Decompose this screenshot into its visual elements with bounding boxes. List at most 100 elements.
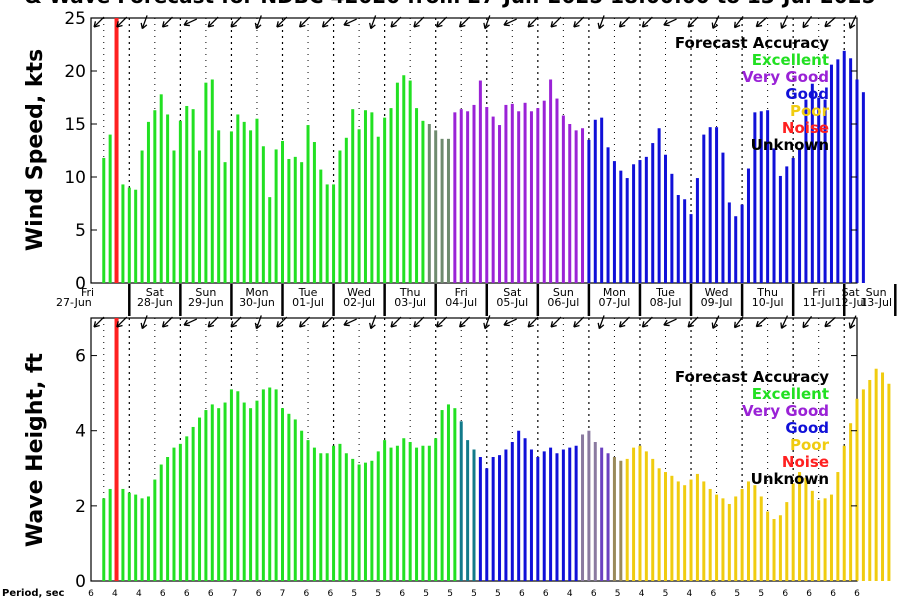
data-bar <box>229 389 233 581</box>
data-bar <box>338 150 342 283</box>
wind-direction-arrow <box>663 318 677 327</box>
data-bar <box>121 184 125 283</box>
wind-direction-arrow <box>390 316 402 328</box>
data-bar <box>178 443 182 581</box>
data-bar <box>549 79 553 283</box>
data-bar <box>887 383 891 581</box>
period-value: 6 <box>519 589 525 599</box>
day-of-week-label: Mon <box>603 286 626 299</box>
period-value: 5 <box>495 589 501 599</box>
period-value: 6 <box>399 589 405 599</box>
wind-direction-arrow <box>733 16 744 29</box>
data-bar <box>383 117 387 283</box>
data-bar <box>440 138 444 283</box>
data-bar <box>568 124 572 283</box>
data-bar <box>632 447 636 581</box>
wind-direction-arrow <box>116 316 128 328</box>
data-bar <box>785 502 789 581</box>
data-bar <box>127 187 131 283</box>
data-bar <box>817 97 821 283</box>
data-bar <box>702 481 706 581</box>
data-bar <box>312 142 316 283</box>
wind-direction-arrow <box>413 316 425 328</box>
wind-direction-arrow <box>161 316 173 328</box>
data-bar <box>778 175 782 283</box>
data-bar <box>778 515 782 581</box>
data-bar <box>664 472 667 581</box>
wind-direction-arrow <box>483 15 491 30</box>
data-bar <box>695 473 699 581</box>
wind-direction-arrow <box>390 16 402 28</box>
data-bar <box>210 79 214 283</box>
data-bar <box>734 496 738 581</box>
data-bar <box>836 59 840 284</box>
data-bar <box>312 447 316 581</box>
data-bar <box>708 127 712 284</box>
wind-direction-arrow <box>780 15 789 29</box>
day-of-week-label: Sat <box>146 286 165 299</box>
data-bar <box>395 445 399 581</box>
period-value: 6 <box>184 589 190 599</box>
wind-direction-arrow <box>641 316 653 328</box>
data-bar <box>715 494 719 581</box>
data-bar <box>638 445 642 581</box>
wind-direction-arrow <box>597 315 605 330</box>
period-value: 6 <box>256 589 262 599</box>
data-bar <box>581 434 585 581</box>
data-bar <box>351 109 355 283</box>
data-bar <box>472 104 476 283</box>
data-bar <box>746 168 750 283</box>
data-bar <box>370 460 374 581</box>
wind-direction-arrow <box>848 315 857 329</box>
data-bar <box>727 503 731 581</box>
data-bar <box>568 447 572 581</box>
legend-item: Unknown <box>751 136 829 154</box>
data-bar <box>644 156 648 283</box>
data-bar <box>198 150 202 283</box>
chart-title: & Wave Forecast for NDBC 42020 from 27-J… <box>24 0 875 8</box>
day-of-week-label: Tue <box>298 286 318 299</box>
wind-direction-arrow <box>183 18 198 27</box>
data-bar <box>395 82 399 283</box>
legend-item: Excellent <box>752 51 829 69</box>
period-value: 5 <box>351 589 357 599</box>
period-value: 5 <box>663 589 669 599</box>
data-bar <box>555 98 559 283</box>
legend-item: Noise <box>782 119 829 137</box>
data-bar <box>823 498 827 581</box>
period-value: 6 <box>160 589 166 599</box>
data-bar <box>108 488 112 581</box>
data-bar <box>517 430 521 581</box>
wind-direction-arrow <box>780 315 789 329</box>
data-bar <box>172 150 176 283</box>
data-bar <box>772 148 776 283</box>
day-of-week-label: Sun <box>866 286 887 299</box>
data-bar <box>217 130 221 283</box>
data-bar <box>587 139 591 283</box>
period-value: 6 <box>806 589 812 599</box>
date-label: 06-Jul <box>547 296 579 309</box>
data-bar <box>287 413 291 581</box>
data-bar <box>370 112 374 283</box>
day-of-week-label: Tue <box>655 286 675 299</box>
period-value: 6 <box>782 589 788 599</box>
date-label: 04-Jul <box>445 296 477 309</box>
wind-y-axis-label: Wind Speed, kts <box>23 49 48 251</box>
legend-item: Noise <box>782 453 829 471</box>
date-label: 09-Jul <box>701 296 733 309</box>
day-of-week-label: Fri <box>81 286 94 299</box>
data-bar <box>651 143 655 283</box>
wind-direction-arrow <box>343 318 357 327</box>
data-bar <box>759 111 763 283</box>
date-label: 27-Jun <box>56 296 92 309</box>
wind-direction-arrow <box>755 316 768 328</box>
data-bar <box>829 494 833 581</box>
data-bar <box>574 445 578 581</box>
data-bar <box>402 75 406 284</box>
period-value: 4 <box>639 589 645 599</box>
wind-direction-arrow <box>527 316 539 328</box>
period-value: 6 <box>711 589 717 599</box>
wind-direction-arrow <box>503 18 517 27</box>
data-bar <box>223 162 227 283</box>
data-bar <box>734 216 738 283</box>
